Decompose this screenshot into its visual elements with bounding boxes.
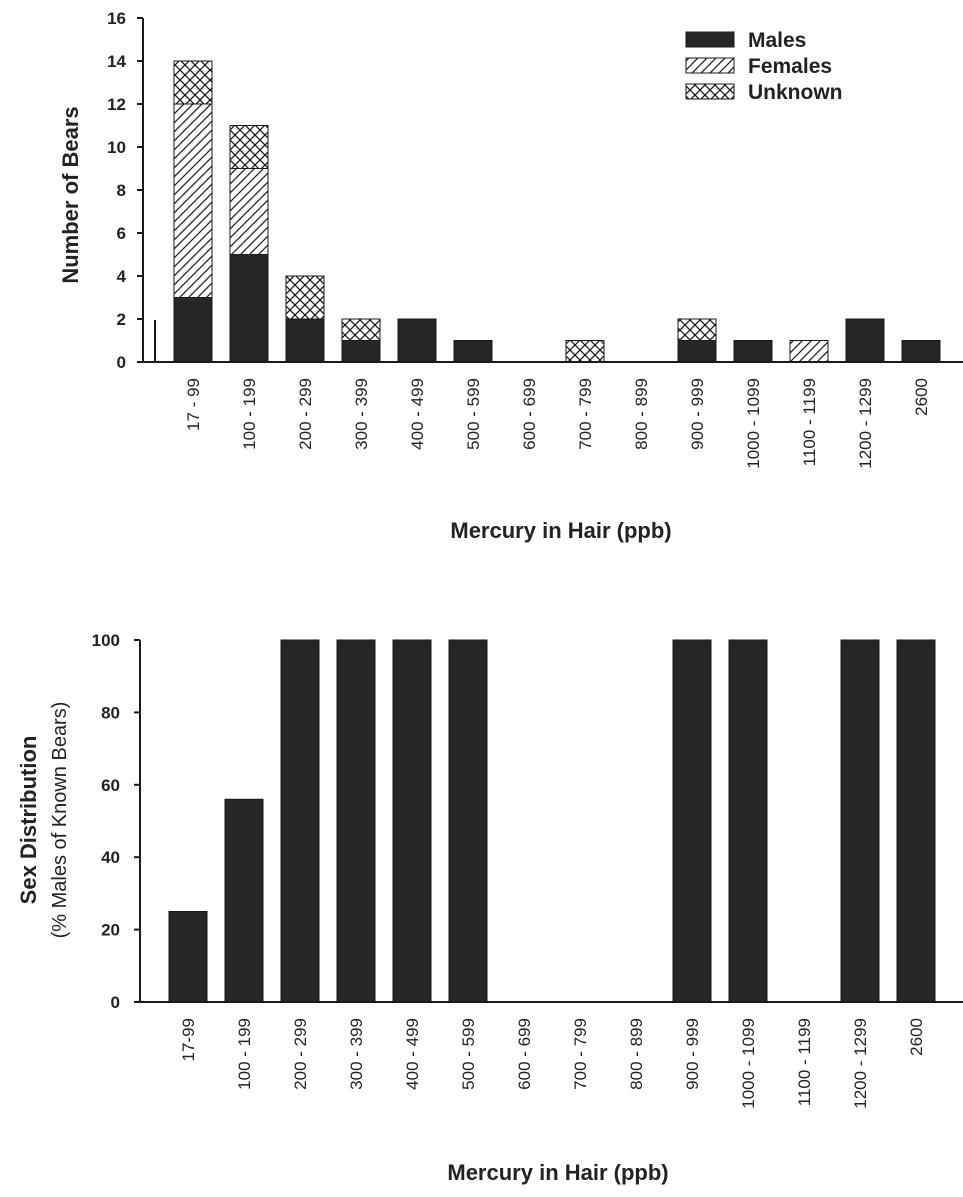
bar-pct-males-2600	[896, 639, 936, 1003]
x-tick-label-100-199: 100 - 199	[240, 378, 259, 450]
bar-unknown-300-399	[341, 318, 381, 341]
x-tick-label-900-999: 900 - 999	[688, 378, 707, 450]
chart2-x-tick-labels: 17-99 100 - 199 200 - 299 300 - 399 400 - 49…	[179, 1018, 926, 1109]
bar-unknown-17-99	[173, 60, 213, 105]
bar-males-500-599	[453, 340, 493, 363]
x-tick-label-800-899: 800 - 899	[627, 1018, 646, 1090]
legend-swatch-unknown	[685, 83, 735, 100]
x-tick-label-700-799: 700 - 799	[576, 378, 595, 450]
x-tick-label-1200-1299: 1200 - 1299	[856, 378, 875, 469]
bar-pct-males-300-399	[336, 639, 376, 1003]
legend-label-males: Males	[748, 29, 806, 52]
y-tick-label-40: 40	[101, 848, 120, 867]
chart2-y-ticks: 0 20 40 60 80 100	[92, 631, 140, 1012]
legend-label-females: Females	[748, 55, 832, 78]
x-tick-label-2600: 2600	[912, 378, 931, 416]
y-tick-label-16: 16	[107, 9, 126, 28]
x-tick-label-400-499: 400 - 499	[403, 1018, 422, 1090]
chart1-x-axis-title: Mercury in Hair (ppb)	[450, 518, 671, 543]
bar-females-17-99	[173, 103, 213, 298]
x-tick-label-500-599: 500 - 599	[464, 378, 483, 450]
y-tick-label-0: 0	[111, 993, 120, 1012]
bar-females-100-199	[229, 168, 269, 255]
y-tick-label-20: 20	[101, 921, 120, 940]
y-tick-label-10: 10	[107, 138, 126, 157]
bar-males-100-199	[229, 254, 269, 363]
x-tick-label-1200-1299: 1200 - 1299	[851, 1018, 870, 1109]
x-tick-label-2600: 2600	[907, 1018, 926, 1056]
bar-males-1200-1299	[845, 318, 885, 363]
chart1-x-tick-labels: 17 - 99 100 - 199 200 - 299 300 - 399 400 - …	[184, 378, 931, 469]
y-tick-label-6: 6	[117, 224, 126, 243]
y-tick-label-12: 12	[107, 95, 126, 114]
bar-pct-males-200-299	[280, 639, 320, 1003]
chart2-bars	[168, 639, 936, 1003]
chart-sex-distribution: 0 20 40 60 80 100 17-99 100 - 199 200 - 299 300 …	[16, 631, 963, 1185]
x-tick-label-700-799: 700 - 799	[571, 1018, 590, 1090]
bar-males-2600	[901, 340, 941, 363]
chart2-y-axis-title: Sex Distribution	[16, 736, 41, 905]
bar-pct-males-500-599	[448, 639, 488, 1003]
bar-pct-males-900-999	[672, 639, 712, 1003]
y-tick-label-0: 0	[117, 353, 126, 372]
x-tick-label-1000-1099: 1000 - 1099	[739, 1018, 758, 1109]
bar-pct-males-400-499	[392, 639, 432, 1003]
bar-females-1100-1199	[789, 340, 829, 363]
bar-males-900-999	[677, 340, 717, 363]
x-tick-label-17-99: 17 - 99	[184, 378, 203, 431]
x-tick-label-900-999: 900 - 999	[683, 1018, 702, 1090]
x-tick-label-200-299: 200 - 299	[291, 1018, 310, 1090]
chart1-bars	[173, 60, 941, 363]
x-tick-label-1100-1199: 1100 - 1199	[800, 378, 819, 466]
y-tick-label-60: 60	[101, 776, 120, 795]
chart1-y-axis-title: Number of Bears	[58, 106, 83, 283]
y-tick-label-4: 4	[117, 267, 127, 286]
x-tick-label-600-699: 600 - 699	[515, 1018, 534, 1090]
bar-pct-males-17-99	[168, 911, 208, 1003]
y-tick-label-80: 80	[101, 703, 120, 722]
chart1-legend: Males Females Unknown	[685, 29, 843, 104]
x-tick-label-500-599: 500 - 599	[459, 1018, 478, 1090]
bar-pct-males-1000-1099	[728, 639, 768, 1003]
legend-label-unknown: Unknown	[748, 81, 843, 104]
bar-unknown-700-799	[565, 340, 605, 363]
legend-swatch-females	[685, 57, 735, 74]
y-tick-label-2: 2	[117, 310, 126, 329]
y-tick-label-14: 14	[107, 52, 126, 71]
chart1-y-ticks: 0 2 4 6 8 10 12 14 16	[107, 9, 143, 372]
x-tick-label-300-399: 300 - 399	[347, 1018, 366, 1090]
x-tick-label-200-299: 200 - 299	[296, 378, 315, 450]
x-tick-label-600-699: 600 - 699	[520, 378, 539, 450]
bar-unknown-100-199	[229, 125, 269, 169]
chart-number-of-bears: 0 2 4 6 8 10 12 14 16 17 - 99 100 - 199 200 - 299 3…	[58, 9, 963, 543]
legend-swatch-males	[685, 31, 735, 48]
chart2-y-axis-subtitle: (% Males of Known Bears)	[49, 702, 71, 939]
x-tick-label-800-899: 800 - 899	[632, 378, 651, 450]
bar-pct-males-100-199	[224, 798, 264, 1003]
x-tick-label-400-499: 400 - 499	[408, 378, 427, 450]
bar-males-300-399	[341, 340, 381, 363]
bar-males-400-499	[397, 318, 437, 363]
bar-males-1000-1099	[733, 340, 773, 363]
bar-males-200-299	[285, 318, 325, 363]
x-tick-label-1000-1099: 1000 - 1099	[744, 378, 763, 469]
x-tick-label-300-399: 300 - 399	[352, 378, 371, 450]
x-tick-label-1100-1199: 1100 - 1199	[795, 1018, 814, 1106]
x-tick-label-17-99: 17-99	[179, 1018, 198, 1061]
bar-unknown-900-999	[677, 318, 717, 341]
y-tick-label-8: 8	[117, 181, 126, 200]
x-tick-label-100-199: 100 - 199	[235, 1018, 254, 1090]
bar-pct-males-1200-1299	[840, 639, 880, 1003]
bar-males-17-99	[173, 297, 213, 363]
chart2-x-axis-title: Mercury in Hair (ppb)	[447, 1160, 668, 1185]
y-tick-label-100: 100	[92, 631, 120, 650]
bar-unknown-200-299	[285, 275, 325, 320]
